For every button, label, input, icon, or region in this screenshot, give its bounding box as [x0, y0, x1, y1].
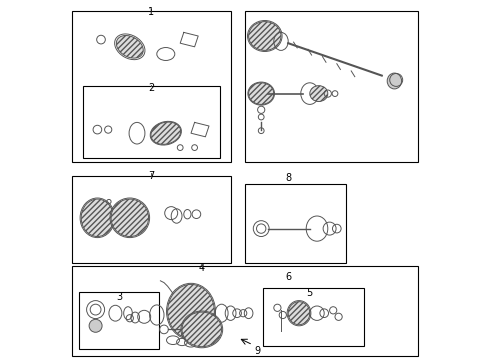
- Text: 8: 8: [285, 173, 291, 183]
- Text: 2: 2: [148, 83, 154, 93]
- Bar: [245, 184, 346, 263]
- Ellipse shape: [182, 312, 221, 347]
- Ellipse shape: [151, 122, 181, 144]
- Ellipse shape: [111, 199, 148, 237]
- Text: 3: 3: [116, 292, 122, 302]
- Bar: [72, 176, 231, 263]
- Text: 7: 7: [148, 171, 154, 181]
- Ellipse shape: [168, 284, 215, 338]
- Ellipse shape: [116, 36, 143, 58]
- Text: 5: 5: [307, 288, 313, 298]
- Ellipse shape: [387, 73, 402, 89]
- Bar: [72, 266, 418, 356]
- Ellipse shape: [248, 83, 274, 104]
- Circle shape: [89, 319, 102, 332]
- Bar: [72, 11, 231, 162]
- Text: 9: 9: [254, 346, 261, 356]
- Text: 4: 4: [199, 263, 205, 273]
- Bar: [245, 11, 418, 162]
- Bar: [83, 86, 220, 158]
- Ellipse shape: [288, 302, 310, 325]
- Bar: [263, 288, 364, 346]
- Ellipse shape: [81, 199, 114, 237]
- Ellipse shape: [248, 22, 281, 50]
- Text: 6: 6: [285, 272, 291, 282]
- Ellipse shape: [310, 86, 328, 102]
- Bar: [79, 292, 159, 349]
- Text: 1: 1: [148, 7, 154, 17]
